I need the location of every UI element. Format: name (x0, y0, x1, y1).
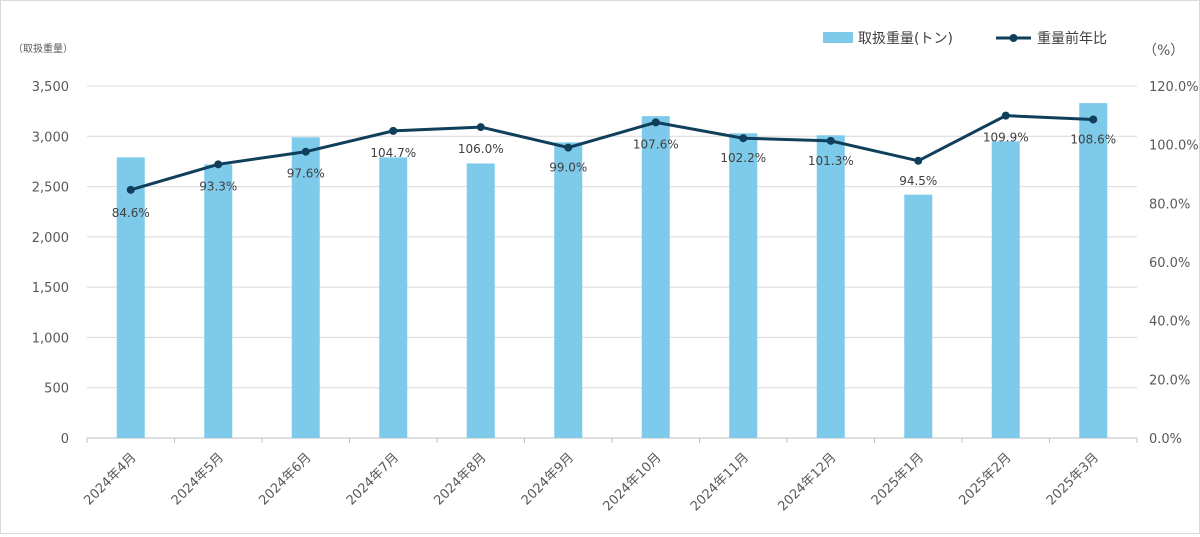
right-axis-ticks: 0.0% 20.0% 40.0% 60.0% 80.0% 100.0% 120.0% (1149, 80, 1199, 447)
x-axis-tick-label: 2024年5月 (169, 450, 227, 508)
right-axis-tick-label: 80.0% (1149, 197, 1190, 212)
x-axis-tick-label: 2024年6月 (256, 450, 314, 508)
bar (729, 133, 758, 439)
left-axis-tick-label: 2,000 (32, 231, 69, 246)
x-axis-tick-label: 2024年11月 (688, 450, 752, 514)
data-label: 84.6% (112, 206, 150, 220)
left-axis-ticks: 0 500 1,000 1,500 2,000 2,500 3,000 3,500 (32, 80, 69, 447)
data-label: 99.0% (549, 161, 587, 175)
line-point (826, 136, 835, 145)
bar (466, 163, 495, 438)
legend-bar-swatch (823, 32, 853, 43)
bar (291, 137, 320, 438)
left-axis-tick-label: 3,000 (32, 130, 69, 145)
data-label: 107.6% (633, 137, 679, 151)
data-label: 97.6% (287, 167, 325, 181)
line-point (739, 134, 748, 143)
x-axis-tick-label: 2024年12月 (775, 450, 839, 514)
line-point (1089, 115, 1098, 124)
right-axis-tick-label: 60.0% (1149, 256, 1190, 271)
line-series (126, 111, 1098, 194)
bar (904, 194, 933, 438)
right-axis-tick-label: 20.0% (1149, 373, 1190, 388)
line-point (389, 126, 398, 135)
left-axis-tick-label: 0 (61, 432, 69, 447)
bar-series (116, 103, 1108, 439)
right-axis-unit-label: （%） (1143, 43, 1184, 59)
data-label: 109.9% (983, 131, 1029, 145)
left-axis-tick-label: 3,500 (32, 80, 69, 95)
left-axis-tick-label: 1,500 (32, 281, 69, 296)
line-point (301, 147, 310, 156)
legend: 取扱重量(トン) 重量前年比 (823, 30, 1107, 47)
legend-line-marker (1009, 34, 1018, 42)
left-axis-unit-label: （取扱重量） (13, 42, 73, 55)
bar (991, 141, 1020, 439)
line-point (214, 160, 223, 169)
x-axis-tick-label: 2025年2月 (956, 450, 1014, 508)
data-label: 108.6% (1070, 132, 1116, 146)
x-axis-tick-label: 2024年8月 (431, 450, 489, 508)
bar (116, 157, 145, 439)
line-point (564, 143, 573, 152)
gridlines (86, 85, 1138, 443)
x-axis-tick-label: 2025年1月 (869, 450, 927, 508)
data-label: 104.7% (370, 146, 416, 160)
right-axis-tick-label: 100.0% (1149, 139, 1199, 154)
bar (816, 135, 845, 438)
line-point (1001, 111, 1010, 120)
data-label: 93.3% (199, 179, 237, 193)
line-point (914, 156, 923, 165)
right-axis-tick-label: 120.0% (1149, 80, 1199, 95)
x-axis-tick-label: 2024年9月 (519, 450, 577, 508)
left-axis-tick-label: 2,500 (32, 181, 69, 196)
data-label: 106.0% (458, 142, 504, 156)
line-point (476, 123, 485, 132)
right-axis-tick-label: 0.0% (1149, 432, 1182, 447)
x-axis-tick-label: 2024年10月 (600, 450, 664, 514)
line-point (651, 118, 660, 127)
left-axis-tick-label: 500 (44, 382, 69, 397)
data-label: 102.2% (720, 151, 766, 165)
legend-line-label: 重量前年比 (1037, 30, 1107, 47)
bar (379, 157, 408, 439)
x-axis-tick-label: 2024年4月 (81, 450, 139, 508)
data-label: 101.3% (808, 154, 854, 168)
series-line (130, 114, 1094, 192)
x-axis-ticks: 2024年4月 2024年5月 2024年6月 2024年7月 2024年8月 2024年… (81, 450, 1102, 514)
x-axis-tick-label: 2025年3月 (1044, 450, 1102, 508)
left-axis-tick-label: 1,000 (32, 331, 69, 346)
bar (641, 116, 670, 439)
data-labels: 84.6% 93.3% 97.6% 104.7% 106.0% 99.0% 107.6% 10… (112, 131, 1116, 220)
legend-bar-label: 取扱重量(トン) (858, 31, 953, 47)
x-axis-tick-label: 2024年7月 (344, 450, 402, 508)
line-point (126, 185, 135, 194)
data-label: 94.5% (899, 174, 937, 188)
right-axis-tick-label: 40.0% (1149, 315, 1190, 330)
bar (204, 164, 233, 438)
bar (554, 142, 583, 438)
bar (1079, 103, 1108, 439)
